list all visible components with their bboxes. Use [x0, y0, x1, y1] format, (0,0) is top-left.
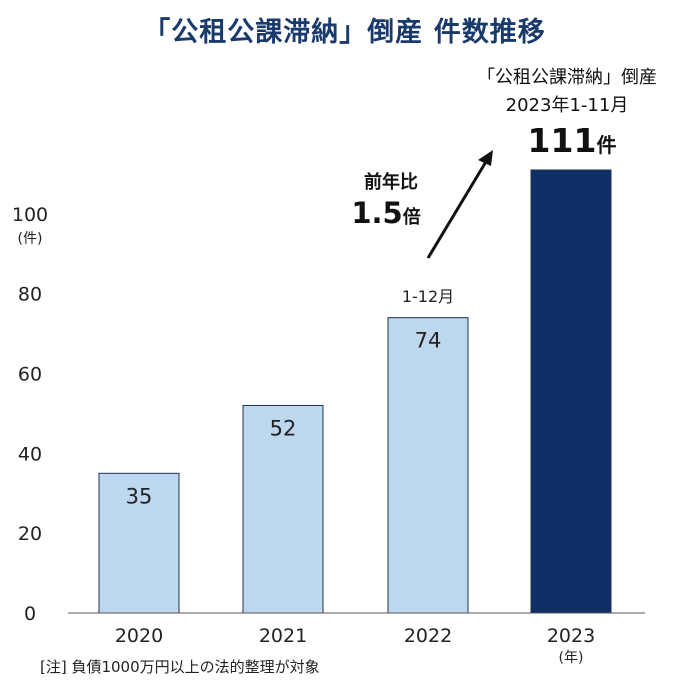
callout-line2: 2023年1-11月 [506, 95, 629, 116]
callout-unit: 件 [596, 133, 616, 157]
bar-value-label: 74 [415, 329, 442, 353]
y-tick-label: 40 [18, 443, 42, 465]
x-axis-unit-label: (年) [559, 650, 584, 666]
bar-2023 [530, 169, 612, 614]
bar-2020 [98, 472, 180, 614]
period-label-2022: 1-12月 [402, 287, 454, 306]
callout-value-group: 111件 [528, 121, 617, 160]
x-tick-label: 2023 [547, 625, 595, 647]
y-tick-label: 0 [24, 603, 36, 625]
callout-value: 111 [528, 121, 597, 160]
growth-arrow [426, 150, 493, 259]
bar-2021 [242, 404, 324, 614]
bar-value-label: 52 [270, 416, 297, 440]
growth-value: 1.5 [351, 196, 402, 230]
y-tick-label: 60 [18, 364, 42, 386]
growth-label: 前年比 [364, 171, 418, 193]
y-tick-label: 20 [18, 523, 42, 545]
x-tick-label: 2021 [259, 625, 307, 647]
bar-2022 [387, 317, 469, 614]
growth-value-group: 1.5倍 [351, 196, 420, 230]
chart-title: 「公租公課滞納」倒産 件数推移 [143, 17, 546, 48]
growth-unit: 倍 [403, 206, 421, 228]
x-tick-label: 2022 [404, 625, 452, 647]
y-tick-label: 100 [12, 204, 48, 226]
bar-value-label: 35 [126, 484, 153, 508]
x-tick-label: 2020 [115, 625, 163, 647]
y-axis-unit-label: (件) [18, 231, 43, 247]
bars: 35 2020 52 2021 74 2022 2023 [98, 169, 612, 647]
callout-line1: 「公租公課滞納」倒産 [477, 67, 657, 88]
y-axis-ticks: 0 20 40 60 80 100 [12, 204, 48, 625]
y-tick-label: 80 [18, 284, 42, 306]
footnote: [注] 負債1000万円以上の法的整理が対象 [40, 658, 320, 676]
